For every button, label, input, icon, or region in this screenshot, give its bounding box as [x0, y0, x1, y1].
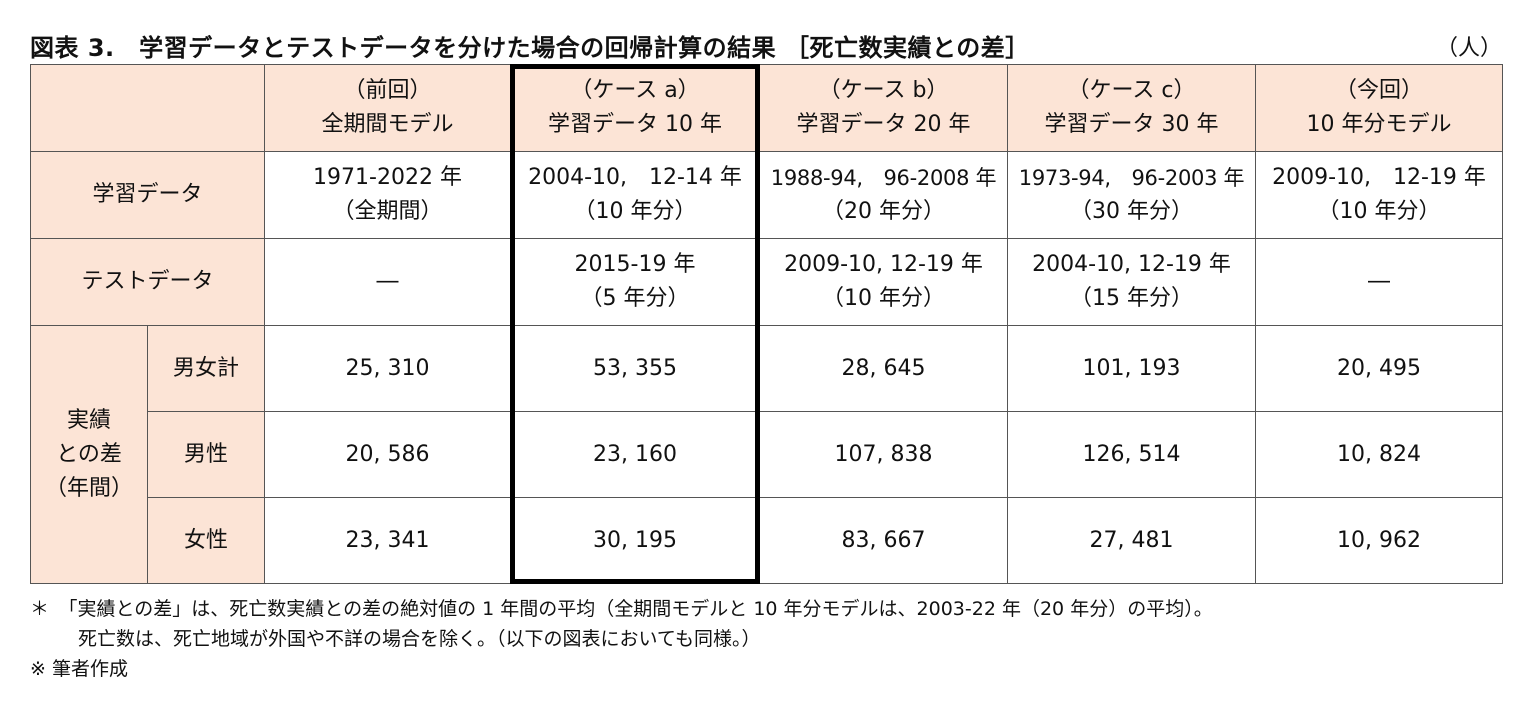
test-cell: 2004-10, 12-19 年 （15 年分）: [1007, 238, 1256, 326]
col-header-line2: 学習データ 10 年: [548, 112, 722, 137]
cell-line1: 2004-10, 12-14 年: [528, 165, 742, 190]
row-group-diff-label: 実績 との差 （年間）: [30, 325, 148, 584]
value-cell: 20, 586: [264, 411, 511, 498]
training-data-row: 学習データ 1971-2022 年 （全期間） 2004-10, 12-14 年…: [30, 151, 1503, 239]
col-header-line2: 学習データ 30 年: [1044, 112, 1219, 137]
col-header-previous: （前回） 全期間モデル: [264, 64, 511, 152]
col-header-case-b: （ケース b） 学習データ 20 年: [759, 64, 1008, 152]
col-header-line1: （ケース b）: [818, 78, 949, 103]
col-header-line2: 全期間モデル: [321, 112, 454, 137]
value-cell: 107, 838: [759, 411, 1008, 498]
col-header-current: （今回） 10 年分モデル: [1255, 64, 1503, 152]
cell-line2: （全期間）: [332, 199, 443, 224]
cell-line2: （10 年分）: [573, 199, 697, 224]
value-cell: 20, 495: [1255, 325, 1503, 412]
col-header-case-c: （ケース c） 学習データ 30 年: [1007, 64, 1256, 152]
col-header-line1: （ケース c）: [1067, 78, 1196, 103]
results-table: （前回） 全期間モデル （ケース a） 学習データ 10 年 （ケース b） 学…: [30, 64, 1503, 584]
test-cell: 2015-19 年 （5 年分）: [510, 238, 760, 326]
unit-label: （人）: [1435, 36, 1502, 61]
test-data-row: テストデータ ― 2015-19 年 （5 年分） 2009-10, 12-19…: [30, 238, 1503, 326]
cell-line2: （15 年分）: [1070, 286, 1193, 311]
col-header-line2: 10 年分モデル: [1306, 112, 1452, 137]
col-header-line1: （今回）: [1334, 78, 1423, 103]
footnote-source: ※ 筆者作成: [30, 658, 128, 680]
value-cell: 27, 481: [1007, 497, 1256, 584]
training-cell: 1973-94, 96-2003 年 （30 年分）: [1007, 151, 1256, 239]
test-cell: ―: [1255, 238, 1503, 326]
cell-line1: 1973-94, 96-2003 年: [1018, 166, 1245, 190]
cell-line1: 2004-10, 12-19 年: [1032, 252, 1231, 277]
col-header-line1: （ケース a）: [570, 78, 700, 103]
value-cell: 126, 514: [1007, 411, 1256, 498]
test-cell: ―: [264, 238, 511, 326]
value-cell: 10, 824: [1255, 411, 1503, 498]
col-header-case-a: （ケース a） 学習データ 10 年: [510, 64, 760, 152]
value-cell: 83, 667: [759, 497, 1008, 584]
row-label-total: 男女計: [147, 325, 265, 412]
value-cell: 30, 195: [510, 497, 760, 584]
diff-row-male: 男性 20, 586 23, 160 107, 838 126, 514 10,…: [31, 411, 1503, 498]
cell-line1: 2009-10, 12-19 年: [784, 252, 983, 277]
cell-line2: （10 年分）: [822, 286, 945, 311]
cell-line1: 1971-2022 年: [313, 165, 462, 190]
title-row: 図表 3. 学習データとテストデータを分けた場合の回帰計算の結果 ［死亡数実績と…: [30, 28, 1502, 62]
cell-line2: （30 年分）: [1070, 199, 1193, 224]
training-cell: 2004-10, 12-14 年 （10 年分）: [510, 151, 760, 239]
row-label-male: 男性: [147, 411, 265, 498]
training-cell: 1971-2022 年 （全期間）: [264, 151, 511, 239]
training-cell: 1988-94, 96-2008 年 （20 年分）: [759, 151, 1008, 239]
col-header-line2: 学習データ 20 年: [796, 112, 971, 137]
test-cell: 2009-10, 12-19 年 （10 年分）: [759, 238, 1008, 326]
row-label-female: 女性: [147, 497, 265, 584]
row-header-test: テストデータ: [30, 238, 265, 326]
value-cell: 101, 193: [1007, 325, 1256, 412]
cell-line1: ―: [376, 269, 399, 294]
cell-line1: 2015-19 年: [574, 252, 696, 277]
diff-label-line1: 実績: [66, 407, 111, 433]
footnotes: ＊ 「実績との差」は、死亡数実績との差の絶対値の 1 年間の平均（全期間モデルと…: [30, 594, 1213, 684]
cell-line2: （10 年分）: [1317, 199, 1441, 224]
corner-cell: [30, 64, 265, 152]
value-cell: 28, 645: [759, 325, 1008, 412]
cell-line1: 2009-10, 12-19 年: [1272, 165, 1486, 190]
value-cell: 25, 310: [264, 325, 511, 412]
value-cell: 10, 962: [1255, 497, 1503, 584]
cell-line2: （5 年分）: [580, 286, 690, 311]
cell-line1: 1988-94, 96-2008 年: [770, 166, 997, 190]
footnote-1: ＊ 「実績との差」は、死亡数実績との差の絶対値の 1 年間の平均（全期間モデルと…: [30, 598, 1213, 620]
diff-label-line2: との差: [56, 441, 122, 467]
header-row: （前回） 全期間モデル （ケース a） 学習データ 10 年 （ケース b） 学…: [30, 64, 1503, 152]
col-header-line1: （前回）: [343, 78, 432, 103]
diff-row-female: 女性 23, 341 30, 195 83, 667 27, 481 10, 9…: [31, 497, 1503, 584]
value-cell: 23, 341: [264, 497, 511, 584]
footnote-2: 死亡数は、死亡地域が外国や不詳の場合を除く。（以下の図表においても同様。）: [78, 628, 761, 650]
cell-line2: （20 年分）: [822, 199, 945, 224]
value-cell: 53, 355: [510, 325, 760, 412]
value-cell: 23, 160: [510, 411, 760, 498]
figure-title: 図表 3. 学習データとテストデータを分けた場合の回帰計算の結果 ［死亡数実績と…: [30, 34, 1030, 62]
diff-row-total: 実績 との差 （年間） 男女計 25, 310 53, 355 28, 645 …: [30, 325, 1503, 584]
row-header-training: 学習データ: [30, 151, 265, 239]
training-cell: 2009-10, 12-19 年 （10 年分）: [1255, 151, 1503, 239]
diff-label-line3: （年間）: [44, 475, 133, 501]
cell-line1: ―: [1368, 269, 1390, 294]
